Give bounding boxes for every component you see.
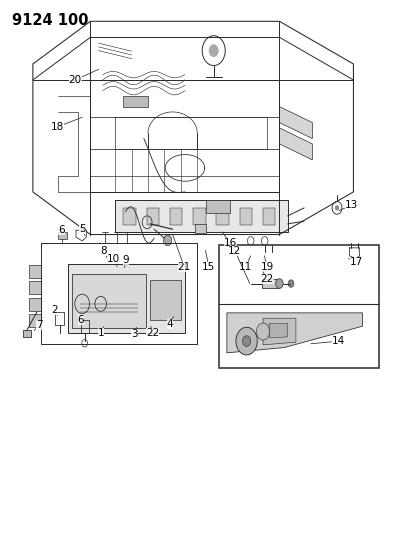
Circle shape	[242, 336, 251, 346]
Polygon shape	[29, 298, 41, 311]
Text: 18: 18	[51, 117, 82, 132]
Text: 8: 8	[101, 246, 109, 261]
Polygon shape	[68, 264, 185, 333]
Polygon shape	[147, 208, 159, 225]
Text: 21: 21	[173, 235, 191, 271]
Text: 13: 13	[339, 200, 358, 211]
Text: 20: 20	[69, 69, 99, 85]
Polygon shape	[23, 330, 31, 337]
Circle shape	[209, 44, 219, 57]
Polygon shape	[269, 324, 288, 338]
Polygon shape	[150, 280, 181, 320]
Text: 1: 1	[98, 327, 104, 338]
Polygon shape	[72, 274, 146, 328]
Polygon shape	[263, 318, 296, 345]
Text: 10: 10	[107, 254, 120, 266]
Polygon shape	[123, 208, 136, 225]
Text: 5: 5	[79, 224, 85, 236]
Polygon shape	[58, 232, 67, 239]
Polygon shape	[227, 313, 363, 353]
Polygon shape	[29, 314, 41, 327]
Text: 19: 19	[261, 256, 274, 271]
Polygon shape	[195, 224, 206, 233]
Text: 6: 6	[58, 225, 65, 235]
Text: 16: 16	[222, 232, 237, 247]
Polygon shape	[115, 200, 288, 232]
Text: 22: 22	[146, 326, 159, 338]
Polygon shape	[170, 208, 182, 225]
Circle shape	[288, 280, 294, 287]
Text: 3: 3	[132, 327, 138, 338]
Text: 12: 12	[228, 246, 250, 284]
Polygon shape	[193, 208, 206, 225]
Polygon shape	[279, 107, 312, 139]
Text: 9: 9	[123, 255, 129, 268]
Text: 22: 22	[261, 272, 274, 284]
Text: 9124 100: 9124 100	[12, 13, 89, 28]
Text: 17: 17	[349, 257, 363, 267]
Polygon shape	[29, 281, 41, 294]
Text: 14: 14	[311, 336, 345, 346]
Polygon shape	[240, 208, 252, 225]
Polygon shape	[206, 200, 230, 213]
Text: 11: 11	[239, 256, 252, 271]
Text: 15: 15	[202, 251, 215, 271]
Circle shape	[164, 235, 172, 246]
Polygon shape	[262, 279, 279, 288]
Polygon shape	[123, 96, 148, 107]
Polygon shape	[29, 265, 41, 278]
Text: 4: 4	[167, 317, 173, 329]
Circle shape	[335, 205, 339, 211]
Polygon shape	[217, 208, 229, 225]
Text: 6: 6	[78, 315, 84, 325]
Polygon shape	[279, 128, 312, 160]
Circle shape	[276, 279, 283, 288]
Circle shape	[236, 327, 257, 355]
Text: 2: 2	[51, 305, 58, 316]
Text: 7: 7	[34, 320, 42, 330]
FancyBboxPatch shape	[219, 245, 379, 368]
Circle shape	[256, 323, 270, 340]
Polygon shape	[263, 208, 275, 225]
